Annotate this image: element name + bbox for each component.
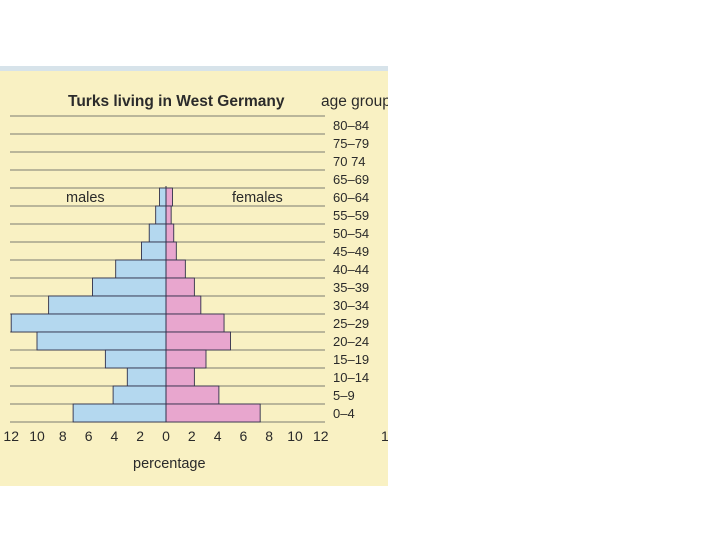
male-bar [92,277,167,297]
bars [10,187,261,423]
female-bar [165,277,195,297]
x-tick-label: 12 [3,428,19,444]
x-tick-label: 6 [240,428,248,444]
age-group-label: 50–54 [333,226,369,241]
x-tick-label-truncated: 1. [381,428,388,444]
age-group-label: 70 74 [333,154,366,169]
male-bar [148,223,167,243]
x-tick-label: 2 [188,428,196,444]
age-group-label: 75–79 [333,136,369,151]
x-tick-label: 8 [265,428,273,444]
x-tick-label: 10 [29,428,45,444]
female-bar [165,385,220,405]
female-bar [165,259,186,279]
age-group-label: 45–49 [333,244,369,259]
male-bar [36,331,167,351]
male-bar [104,349,167,369]
age-group-label: 15–19 [333,352,369,367]
age-group-label: 65–69 [333,172,369,187]
male-bar [155,205,167,225]
male-bar [115,259,167,279]
age-group-header: age group [321,93,388,110]
age-group-label: 80–84 [333,118,369,133]
age-group-label: 35–39 [333,280,369,295]
male-bar [10,313,167,333]
age-group-label: 55–59 [333,208,369,223]
female-bar [165,331,231,351]
x-tick-label: 4 [111,428,119,444]
x-tick-label: 2 [136,428,144,444]
male-bar [72,403,167,423]
x-tick-label: 12 [313,428,329,444]
age-group-label: 10–14 [333,370,369,385]
female-bar [165,403,261,423]
age-group-labels: 80–84 75–79 70 74 65–69 60–64 55–59 50–54 45–49… [333,118,369,421]
male-bar [48,295,167,315]
chart-card: Turks living in West Germany age group 8… [0,66,388,486]
males-label: males [66,190,105,206]
age-group-label: 40–44 [333,262,369,277]
age-group-label: 20–24 [333,334,369,349]
female-bar [165,313,225,333]
x-tick-label: 0 [162,428,170,444]
x-tick-label: 8 [59,428,67,444]
age-group-label: 60–64 [333,190,369,205]
x-tick-label: 6 [85,428,93,444]
female-bar [165,205,172,225]
females-label: females [232,190,283,206]
female-bar [165,223,175,243]
age-group-label: 25–29 [333,316,369,331]
x-tick-label: 4 [214,428,222,444]
male-bar [141,241,167,261]
card-top-border [0,66,388,71]
age-group-label: 30–34 [333,298,369,313]
female-bar [165,367,195,387]
x-axis-ticks: 12 10 8 6 4 2 0 2 4 6 8 10 12 1. [3,428,388,444]
population-pyramid-chart: Turks living in West Germany age group 8… [3,93,388,472]
age-group-label: 0–4 [333,406,355,421]
x-axis-label: percentage [133,456,206,472]
female-bar [165,295,202,315]
x-tick-label: 10 [287,428,303,444]
male-bar [126,367,167,387]
female-bar [165,187,173,207]
female-bar [165,241,177,261]
age-group-label: 5–9 [333,388,355,403]
male-bar [112,385,167,405]
chart-title: Turks living in West Germany [68,93,285,110]
female-bar [165,349,207,369]
male-bar [159,187,167,207]
